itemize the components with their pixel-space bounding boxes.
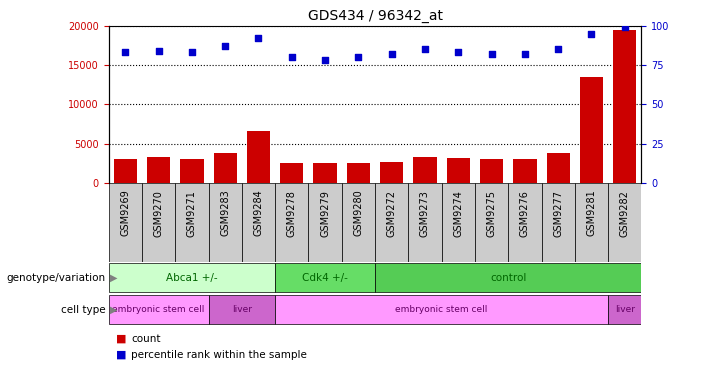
Title: GDS434 / 96342_at: GDS434 / 96342_at [308,9,442,23]
Point [353,54,364,60]
Text: genotype/variation: genotype/variation [6,273,105,283]
Text: GSM9279: GSM9279 [320,190,330,236]
Bar [575,183,608,262]
Text: percentile rank within the sample: percentile rank within the sample [131,350,307,360]
Bar [547,153,570,183]
Text: GSM9271: GSM9271 [187,190,197,236]
Text: GSM9281: GSM9281 [587,190,597,236]
Bar [414,157,437,183]
Bar [480,159,503,183]
Text: GSM9273: GSM9273 [420,190,430,236]
Text: GSM9269: GSM9269 [121,190,130,236]
Bar [375,263,641,292]
Text: liver: liver [232,305,252,314]
Text: Cdk4 +/-: Cdk4 +/- [302,273,348,283]
Bar [214,153,237,183]
Bar [313,163,336,183]
Bar [109,295,209,324]
Text: liver: liver [615,305,635,314]
Bar [209,295,275,324]
Bar [342,183,375,262]
Text: GSM9274: GSM9274 [454,190,463,236]
Point [286,54,297,60]
Point [120,49,131,55]
Text: GSM9270: GSM9270 [154,190,163,236]
Point [253,35,264,41]
Point [519,51,531,57]
Bar [542,183,575,262]
Text: GSM9284: GSM9284 [254,190,264,236]
Bar [247,131,270,183]
Point [386,51,397,57]
Bar [347,163,370,183]
Bar [308,183,342,262]
Bar [175,183,209,262]
Text: GSM9275: GSM9275 [486,190,496,237]
Text: GSM9277: GSM9277 [553,190,563,237]
Bar [142,183,175,262]
Bar [180,158,203,183]
Bar [409,183,442,262]
Point [320,57,331,63]
Text: cell type: cell type [60,305,105,315]
Text: embryonic stem cell: embryonic stem cell [395,305,488,314]
Text: GSM9272: GSM9272 [387,190,397,237]
Bar [380,163,403,183]
Bar [608,183,641,262]
Text: ■: ■ [116,333,126,344]
Point [186,49,198,55]
Point [486,51,497,57]
Bar [513,158,536,183]
Point [153,48,164,54]
Text: GSM9280: GSM9280 [353,190,363,236]
Bar [608,295,641,324]
Bar [147,157,170,183]
Text: GSM9278: GSM9278 [287,190,297,236]
Text: GSM9276: GSM9276 [520,190,530,236]
Text: GSM9283: GSM9283 [220,190,230,236]
Text: count: count [131,333,161,344]
Text: ▶: ▶ [110,305,118,315]
Text: ▶: ▶ [110,273,118,283]
Point [453,49,464,55]
Bar [275,295,608,324]
Bar [280,163,304,183]
Text: embryonic stem cell: embryonic stem cell [112,305,205,314]
Bar [209,183,242,262]
Bar [447,158,470,183]
Point [619,24,630,30]
Text: ■: ■ [116,350,126,360]
Text: Abca1 +/-: Abca1 +/- [166,273,218,283]
Bar [508,183,542,262]
Bar [114,159,137,183]
Point [586,31,597,37]
Bar [580,77,603,183]
Bar [109,183,142,262]
Bar [109,263,275,292]
Bar [275,183,308,262]
Bar [613,30,637,183]
Bar [442,183,475,262]
Point [219,43,231,49]
Text: GSM9282: GSM9282 [620,190,629,236]
Text: control: control [490,273,526,283]
Bar [475,183,508,262]
Bar [375,183,409,262]
Bar [275,263,375,292]
Point [419,46,430,52]
Bar [242,183,275,262]
Point [552,46,564,52]
